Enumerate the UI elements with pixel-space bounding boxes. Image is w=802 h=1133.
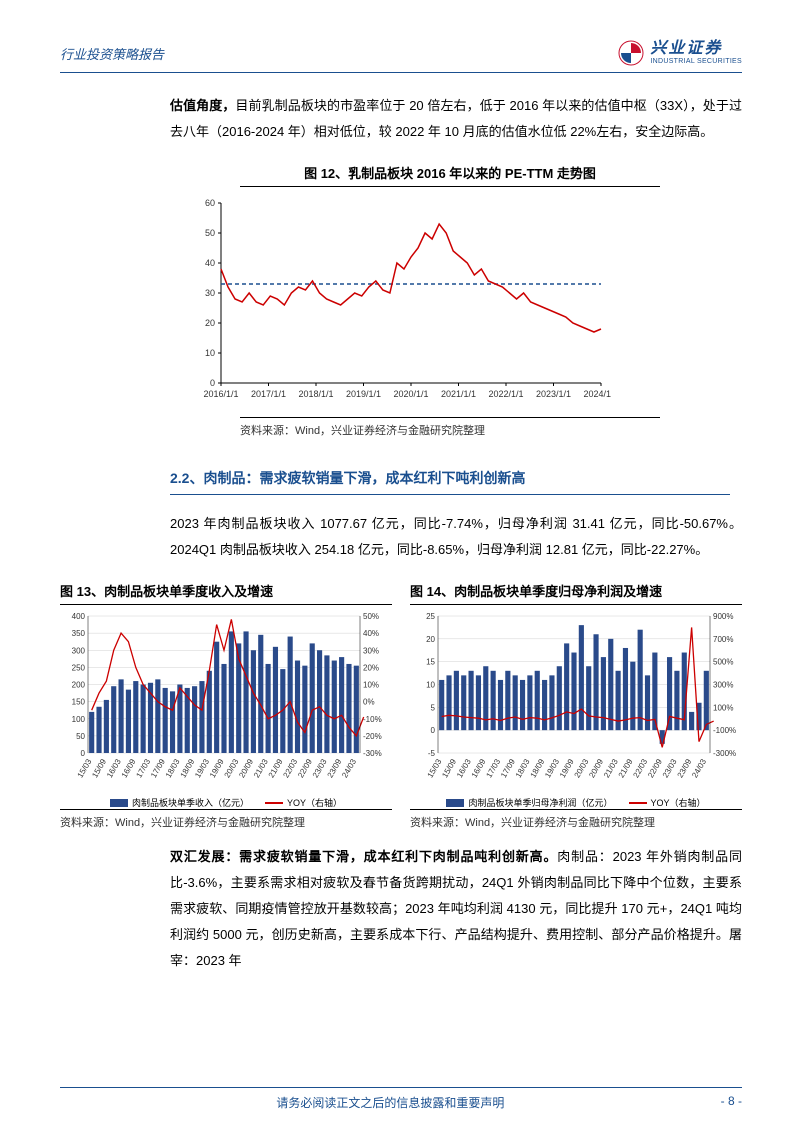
svg-text:20: 20 bbox=[205, 318, 215, 328]
svg-text:2017/1/1: 2017/1/1 bbox=[251, 389, 286, 399]
svg-text:400: 400 bbox=[72, 612, 86, 621]
brand-name-en: INDUSTRIAL SECURITIES bbox=[650, 58, 742, 66]
page-number: - 8 - bbox=[721, 1094, 742, 1111]
chart13-legend: 肉制品板块单季收入（亿元） YOY（右轴） bbox=[60, 796, 392, 809]
chart12-source: 资料来源：Wind，兴业证券经济与金融研究院整理 bbox=[240, 417, 660, 438]
svg-text:20%: 20% bbox=[363, 663, 379, 672]
para3-bold1: 需求疲软销量下滑，成本红利下肉制品吨利创新高。 bbox=[239, 849, 557, 864]
svg-text:300: 300 bbox=[72, 646, 86, 655]
section-2-2-title: 2.2、肉制品：需求疲软销量下滑，成本红利下吨利创新高 bbox=[170, 468, 730, 495]
svg-text:25: 25 bbox=[426, 612, 435, 621]
svg-text:300%: 300% bbox=[713, 681, 733, 690]
svg-text:2023/1/1: 2023/1/1 bbox=[536, 389, 571, 399]
svg-text:30%: 30% bbox=[363, 646, 379, 655]
svg-text:5: 5 bbox=[431, 703, 436, 712]
svg-text:900%: 900% bbox=[713, 612, 733, 621]
svg-text:700%: 700% bbox=[713, 635, 733, 644]
svg-text:24/03: 24/03 bbox=[690, 757, 708, 779]
svg-text:24/03: 24/03 bbox=[340, 757, 358, 779]
svg-text:250: 250 bbox=[72, 663, 86, 672]
svg-text:-30%: -30% bbox=[363, 749, 382, 758]
svg-text:-5: -5 bbox=[428, 749, 436, 758]
chart14-legend-bar: 肉制品板块单季归母净利润（亿元） bbox=[468, 796, 612, 809]
svg-text:10: 10 bbox=[426, 681, 435, 690]
svg-text:2016/1/1: 2016/1/1 bbox=[203, 389, 238, 399]
svg-text:40: 40 bbox=[205, 258, 215, 268]
legend-bar-icon bbox=[110, 799, 128, 807]
svg-text:50: 50 bbox=[205, 228, 215, 238]
chart12: 0 10 20 30 40 50 60 2016/1/1 2017/1/1 2018/1/1 201… bbox=[60, 193, 742, 413]
chart14-source: 资料来源：Wind，兴业证券经济与金融研究院整理 bbox=[410, 809, 742, 830]
chart13-legend-line: YOY（右轴） bbox=[287, 796, 342, 809]
svg-text:-300%: -300% bbox=[713, 749, 736, 758]
svg-text:-20%: -20% bbox=[363, 732, 382, 741]
svg-text:50: 50 bbox=[76, 732, 85, 741]
brand-block: 兴业证券 INDUSTRIAL SECURITIES bbox=[618, 40, 742, 66]
svg-text:0: 0 bbox=[210, 378, 215, 388]
svg-text:10: 10 bbox=[205, 348, 215, 358]
svg-text:30: 30 bbox=[205, 288, 215, 298]
svg-text:200: 200 bbox=[72, 681, 86, 690]
legend-line-icon bbox=[265, 802, 283, 804]
svg-text:2022/1/1: 2022/1/1 bbox=[488, 389, 523, 399]
svg-text:2021/1/1: 2021/1/1 bbox=[441, 389, 476, 399]
chart12-title: 图 12、乳制品板块 2016 年以来的 PE-TTM 走势图 bbox=[240, 163, 660, 187]
paragraph-meat-summary: 2023 年肉制品板块收入 1077.67 亿元，同比-7.74%，归母净利润 … bbox=[170, 511, 742, 563]
page-header: 行业投资策略报告 兴业证券 INDUSTRIAL SECURITIES bbox=[60, 40, 742, 73]
chart13: 0 50 100 150 200 250 300 350 400 -30% -20% -10% 0% 10… bbox=[60, 611, 392, 794]
svg-text:20: 20 bbox=[426, 635, 435, 644]
svg-text:10%: 10% bbox=[363, 681, 379, 690]
svg-text:150: 150 bbox=[72, 698, 86, 707]
chart14-legend: 肉制品板块单季归母净利润（亿元） YOY（右轴） bbox=[410, 796, 742, 809]
svg-text:-10%: -10% bbox=[363, 715, 382, 724]
paragraph-valuation: 估值角度，目前乳制品板块的市盈率位于 20 倍左右，低于 2016 年以来的估值… bbox=[170, 93, 742, 145]
svg-text:15: 15 bbox=[426, 658, 435, 667]
svg-text:2019/1/1: 2019/1/1 bbox=[346, 389, 381, 399]
svg-text:-100%: -100% bbox=[713, 726, 736, 735]
chart13-source: 资料来源：Wind，兴业证券经济与金融研究院整理 bbox=[60, 809, 392, 830]
svg-text:0%: 0% bbox=[363, 698, 375, 707]
svg-text:50%: 50% bbox=[363, 612, 379, 621]
para3-rest: 肉制品：2023 年外销肉制品同比-3.6%，主要系需求相对疲软及春节备货跨期扰… bbox=[170, 849, 742, 968]
brand-logo-icon bbox=[618, 40, 644, 66]
para3-lead1: 双汇发展： bbox=[170, 849, 239, 864]
brand-name-cn: 兴业证券 bbox=[650, 40, 742, 58]
para1-rest: 目前乳制品板块的市盈率位于 20 倍左右，低于 2016 年以来的估值中枢（33… bbox=[170, 98, 742, 139]
svg-text:500%: 500% bbox=[713, 658, 733, 667]
svg-text:100: 100 bbox=[72, 715, 86, 724]
svg-text:2018/1/1: 2018/1/1 bbox=[298, 389, 333, 399]
chart14: -5 0 5 10 15 20 25 -300% -100% 100% 300% 500% 700% 90… bbox=[410, 611, 742, 794]
para1-lead: 估值角度， bbox=[170, 98, 235, 113]
chart14-legend-line: YOY（右轴） bbox=[651, 796, 706, 809]
chart14-title: 图 14、肉制品板块单季度归母净利润及增速 bbox=[410, 581, 742, 605]
svg-text:350: 350 bbox=[72, 629, 86, 638]
legend-line-icon bbox=[629, 802, 647, 804]
svg-text:2024/1/1: 2024/1/1 bbox=[583, 389, 611, 399]
chart13-title: 图 13、肉制品板块单季度收入及增速 bbox=[60, 581, 392, 605]
svg-text:60: 60 bbox=[205, 198, 215, 208]
svg-text:0: 0 bbox=[431, 726, 436, 735]
paragraph-shuanghui: 双汇发展：需求疲软销量下滑，成本红利下肉制品吨利创新高。肉制品：2023 年外销… bbox=[170, 844, 742, 974]
svg-text:0: 0 bbox=[81, 749, 86, 758]
svg-text:40%: 40% bbox=[363, 629, 379, 638]
page-footer: 请务必阅读正文之后的信息披露和重要声明 - 8 - bbox=[60, 1087, 742, 1111]
chart13-legend-bar: 肉制品板块单季收入（亿元） bbox=[132, 796, 249, 809]
report-type: 行业投资策略报告 bbox=[60, 44, 164, 63]
svg-text:2020/1/1: 2020/1/1 bbox=[393, 389, 428, 399]
footer-disclaimer: 请务必阅读正文之后的信息披露和重要声明 bbox=[276, 1094, 504, 1111]
legend-bar-icon bbox=[446, 799, 464, 807]
svg-text:100%: 100% bbox=[713, 703, 733, 712]
